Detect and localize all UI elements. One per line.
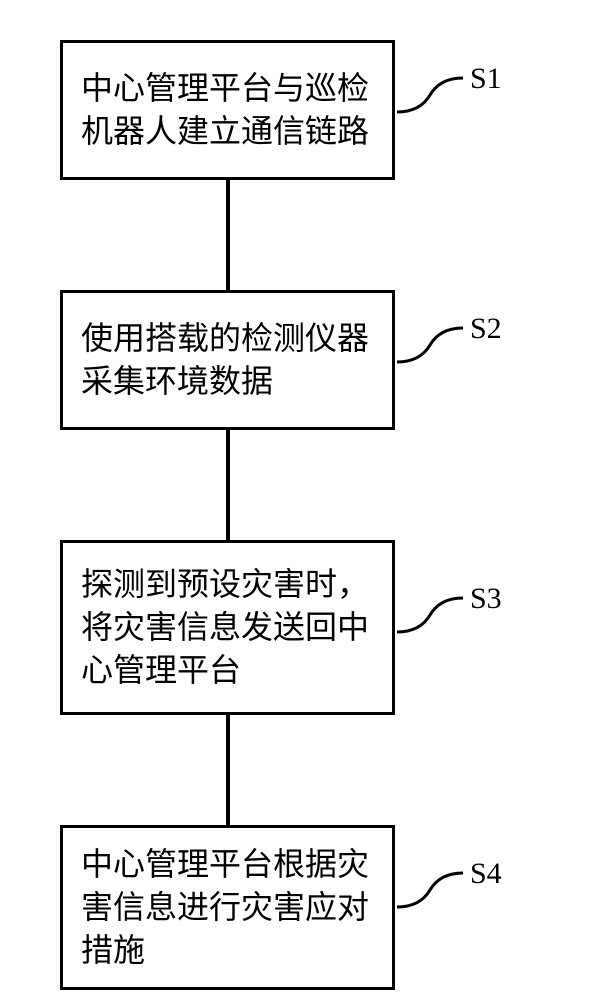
flowchart-edge [226,180,230,290]
node-text: 探测到预设灾害时，将灾害信息发送回中心管理平台 [81,563,374,693]
node-label: S4 [470,857,502,891]
label-connector-curve [395,70,465,120]
flowchart-node: 中心管理平台与巡检机器人建立通信链路 [60,40,395,180]
label-connector-curve [395,320,465,370]
flowchart-node: 探测到预设灾害时，将灾害信息发送回中心管理平台 [60,540,395,715]
flowchart-node: 中心管理平台根据灾害信息进行灾害应对措施 [60,825,395,990]
node-label: S2 [470,312,502,346]
flowchart-edge [226,430,230,540]
label-connector-curve [395,590,465,640]
label-connector-curve [395,865,465,915]
flowchart-edge [226,715,230,825]
node-text: 中心管理平台根据灾害信息进行灾害应对措施 [81,843,374,973]
flowchart-container: 中心管理平台与巡检机器人建立通信链路 S1 使用搭载的检测仪器采集环境数据 S2… [0,0,607,1000]
flowchart-node: 使用搭载的检测仪器采集环境数据 [60,290,395,430]
node-label: S1 [470,62,502,96]
node-label: S3 [470,582,502,616]
node-text: 中心管理平台与巡检机器人建立通信链路 [81,67,374,153]
node-text: 使用搭载的检测仪器采集环境数据 [81,317,374,403]
